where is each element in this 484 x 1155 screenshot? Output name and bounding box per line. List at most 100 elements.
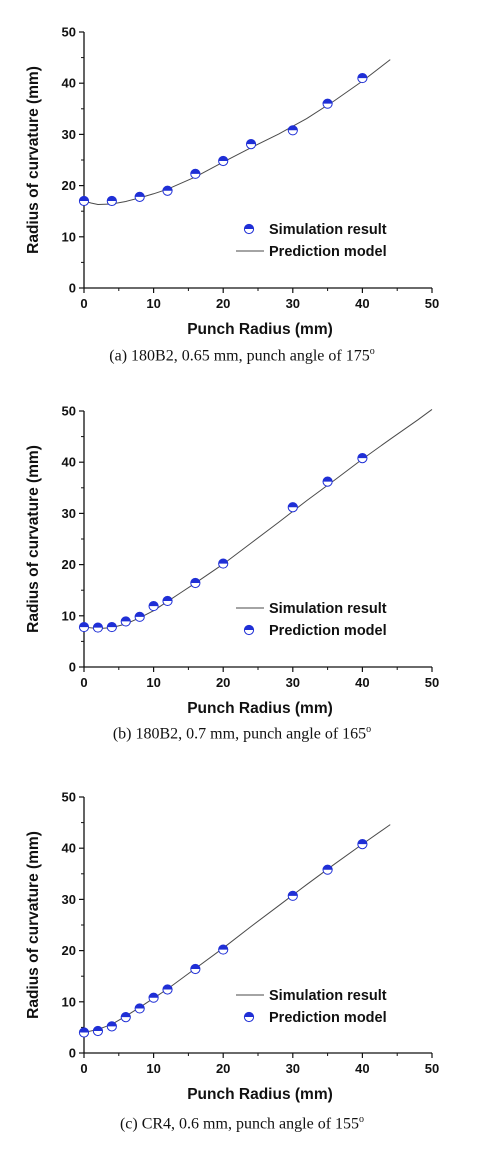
caption-text: (a) 180B2, 0.65 mm, punch angle of 175 — [109, 347, 370, 365]
caption-text: (c) CR4, 0.6 mm, punch angle of 155 — [119, 1115, 360, 1133]
data-point — [190, 168, 201, 179]
data-point — [134, 191, 145, 202]
y-axis-label: Radius of curvature (mm) — [25, 445, 42, 633]
y-tick-label: 50 — [62, 790, 76, 805]
data-point — [162, 595, 173, 607]
data-point — [357, 453, 368, 464]
legend: Simulation result Prediction model — [236, 222, 387, 260]
legend-label: Simulation result — [269, 601, 387, 617]
x-tick-label: 0 — [80, 296, 87, 311]
data-point — [92, 622, 104, 633]
x-tick-label: 30 — [286, 675, 300, 690]
y-tick-label: 30 — [62, 506, 76, 521]
y-tick-label: 40 — [62, 841, 76, 856]
data-point — [148, 600, 159, 612]
y-tick-label: 40 — [62, 76, 76, 91]
y-axis-label: Radius of curvature (mm) — [25, 66, 42, 254]
legend-label: Simulation result — [269, 222, 387, 238]
figure-caption: (b) 180B2, 0.7 mm, punch angle of 165o — [0, 724, 484, 743]
data-point — [287, 890, 298, 901]
data-point — [322, 476, 333, 487]
x-tick-label: 10 — [146, 296, 160, 311]
data-point — [218, 558, 229, 569]
legend-label: Simulation result — [269, 988, 387, 1004]
caption-text: (b) 180B2, 0.7 mm, punch angle of 165 — [112, 725, 367, 743]
y-tick-label: 0 — [69, 660, 76, 675]
chart-panel-3: 0 10 20 30 40 50 0 10 20 30 40 50 Punch Radius (mm) R… — [0, 766, 484, 1146]
data-point — [357, 72, 368, 84]
x-tick-label: 40 — [355, 296, 369, 311]
data-point — [78, 1027, 90, 1038]
y-tick-label: 30 — [62, 892, 76, 907]
data-point — [106, 621, 117, 633]
data-point — [162, 185, 173, 196]
caption-degree: o — [366, 724, 372, 735]
x-tick-label: 50 — [425, 675, 439, 690]
data-point — [322, 98, 333, 109]
x-axis-label: Punch Radius (mm) — [187, 700, 333, 717]
y-axis-label: Radius of curvature (mm) — [25, 831, 42, 1019]
data-point — [287, 502, 298, 513]
y-tick-label: 0 — [69, 281, 76, 296]
data-point — [92, 1025, 104, 1037]
data-point — [148, 992, 159, 1003]
data-point — [106, 1021, 117, 1032]
data-point — [120, 1012, 131, 1023]
x-axis-label: Punch Radius (mm) — [187, 321, 333, 338]
legend: Simulation result Prediction model — [236, 988, 387, 1026]
x-tick-label: 40 — [355, 1061, 369, 1076]
x-tick-label: 20 — [216, 675, 230, 690]
y-tick-label: 50 — [62, 25, 76, 40]
y-tick-label: 10 — [62, 994, 76, 1009]
x-tick-label: 0 — [80, 675, 87, 690]
legend-label: Prediction model — [269, 1010, 387, 1026]
y-tick-label: 20 — [62, 943, 76, 958]
x-tick-label: 10 — [146, 675, 160, 690]
data-point — [245, 139, 257, 150]
chart-panel-1: 0 10 20 30 40 50 0 10 20 30 40 50 Punch Radius (mm) R… — [0, 0, 484, 380]
chart-svg: 0 10 20 30 40 50 0 10 20 30 40 50 Punch Radius (mm) R… — [25, 790, 439, 1104]
prediction-line — [83, 59, 391, 206]
data-point — [78, 621, 90, 633]
y-tick-label: 0 — [69, 1046, 76, 1061]
caption-degree: o — [369, 346, 375, 357]
data-point — [357, 839, 368, 850]
x-tick-label: 20 — [216, 1061, 230, 1076]
y-tick-label: 20 — [62, 557, 76, 572]
data-point — [134, 611, 145, 622]
y-tick-label: 50 — [62, 404, 76, 419]
chart-panel-2: 0 10 20 30 40 50 0 10 20 30 40 50 Punch Radius (mm) R… — [0, 386, 484, 766]
x-tick-label: 50 — [425, 296, 439, 311]
figure-caption: (c) CR4, 0.6 mm, punch angle of 155o — [0, 1114, 484, 1133]
data-point — [287, 125, 298, 136]
data-point — [190, 963, 201, 975]
data-point — [190, 577, 201, 589]
data-point — [162, 984, 173, 995]
legend-marker — [243, 624, 255, 636]
figure-caption: (a) 180B2, 0.65 mm, punch angle of 175o — [0, 346, 484, 365]
legend-marker — [243, 223, 255, 235]
chart-svg: 0 10 20 30 40 50 0 10 20 30 40 50 Punch Radius (mm) R… — [25, 25, 439, 339]
legend-label: Prediction model — [269, 623, 387, 639]
data-point — [218, 944, 229, 955]
chart-svg: 0 10 20 30 40 50 0 10 20 30 40 50 Punch Radius (mm) R… — [25, 404, 439, 718]
data-point — [120, 616, 131, 627]
x-tick-label: 20 — [216, 296, 230, 311]
y-tick-label: 40 — [62, 455, 76, 470]
x-axis-label: Punch Radius (mm) — [187, 1086, 333, 1103]
y-tick-label: 20 — [62, 178, 76, 193]
data-point — [218, 155, 229, 167]
legend-marker — [243, 1011, 255, 1023]
x-tick-label: 0 — [80, 1061, 87, 1076]
x-tick-label: 50 — [425, 1061, 439, 1076]
data-point — [134, 1003, 145, 1014]
legend: Simulation result Prediction model — [236, 601, 387, 639]
legend-label: Prediction model — [269, 244, 387, 260]
data-point — [106, 195, 117, 207]
x-tick-label: 10 — [146, 1061, 160, 1076]
x-tick-label: 30 — [286, 296, 300, 311]
x-tick-label: 40 — [355, 675, 369, 690]
caption-degree: o — [359, 1114, 365, 1125]
y-tick-label: 10 — [62, 229, 76, 244]
